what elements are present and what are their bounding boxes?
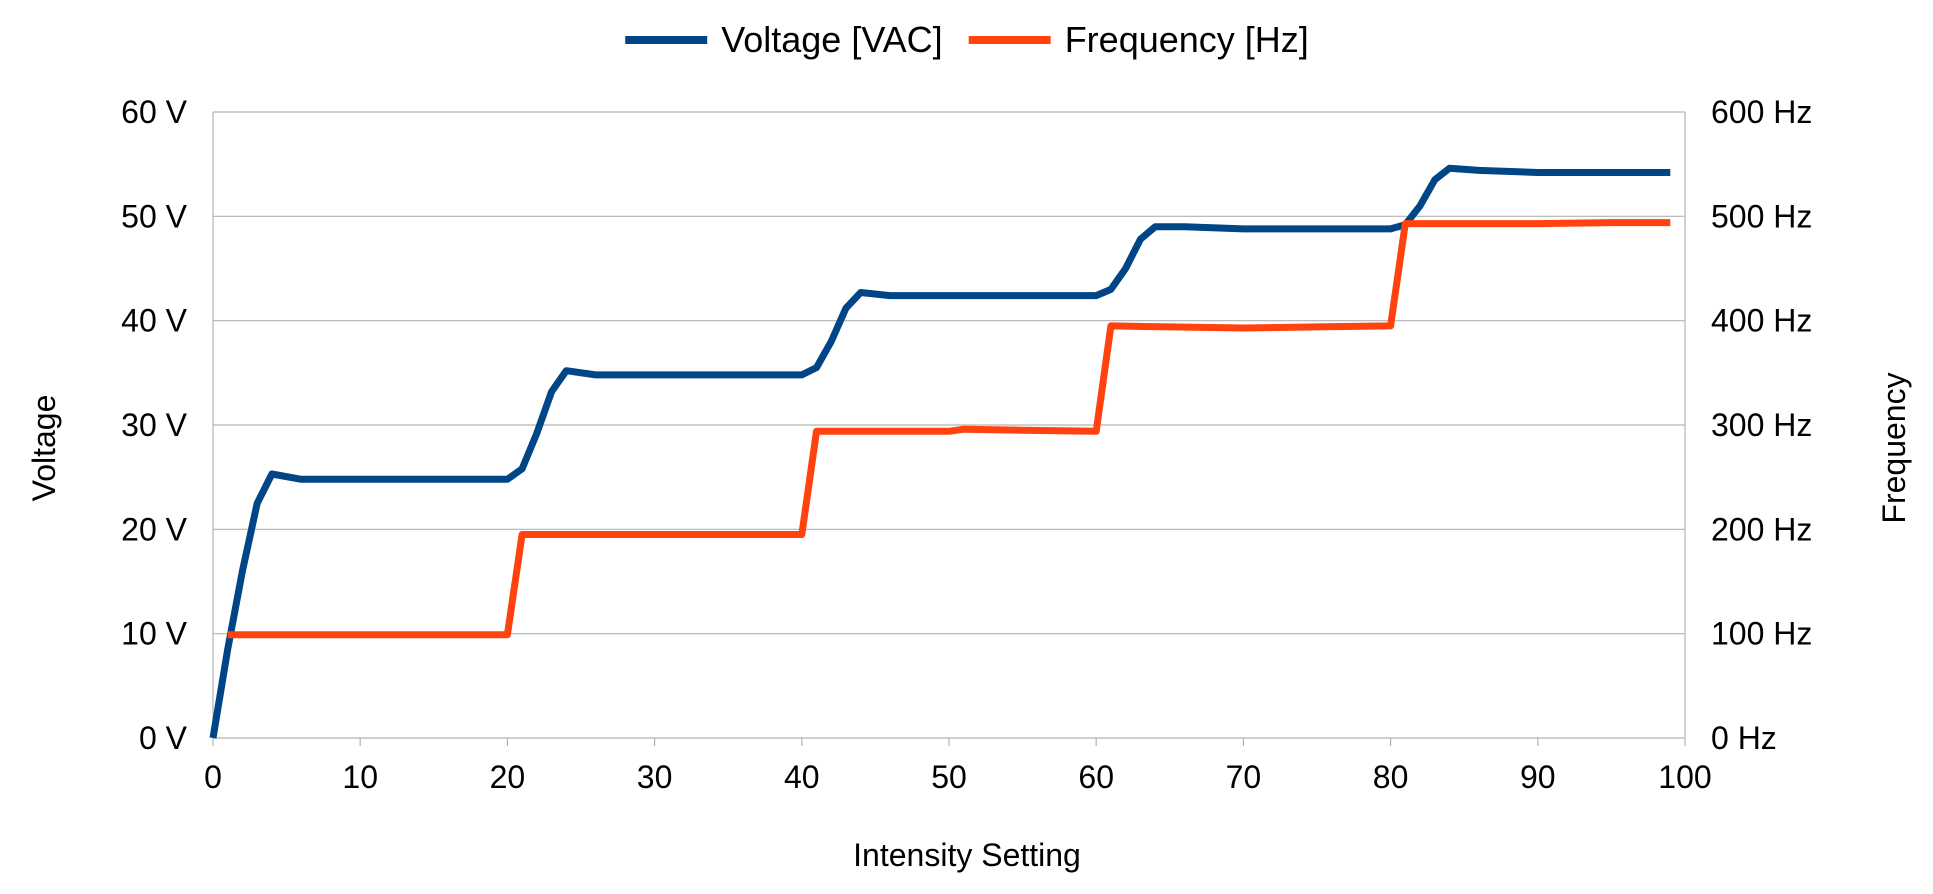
y-tick-label: 40 V — [121, 303, 187, 339]
legend-label-frequency-hz: Frequency [Hz] — [1065, 19, 1309, 60]
x-tick-label: 40 — [784, 759, 820, 795]
series-line-frequency-hz — [227, 219, 1671, 639]
y-tick-label: 50 V — [121, 198, 187, 234]
y-tick-label: 20 V — [121, 511, 187, 547]
y2-tick-label: 200 Hz — [1711, 511, 1812, 547]
y2-tick-label: 100 Hz — [1711, 616, 1812, 652]
series-layer — [209, 164, 1671, 739]
x-tick-label: 100 — [1658, 759, 1711, 795]
y2-tick-label: 0 Hz — [1711, 720, 1777, 756]
x-tick-label: 50 — [931, 759, 967, 795]
y-tick-label: 30 V — [121, 407, 187, 443]
y2-tick-label: 500 Hz — [1711, 198, 1812, 234]
y-tick-label: 60 V — [121, 94, 187, 130]
x-tick-label: 10 — [342, 759, 378, 795]
x-tick-label: 60 — [1078, 759, 1114, 795]
legend: Voltage [VAC] Frequency [Hz] — [625, 19, 1309, 60]
x-tick-label: 30 — [637, 759, 673, 795]
x-tick-label: 90 — [1520, 759, 1556, 795]
y2-tick-label: 300 Hz — [1711, 407, 1812, 443]
y2-axis-title: Frequency — [1876, 372, 1912, 523]
y-tick-label: 0 V — [139, 720, 188, 756]
x-tick-label: 20 — [490, 759, 526, 795]
y2-tick-label: 600 Hz — [1711, 94, 1812, 130]
y2-tick-label: 400 Hz — [1711, 303, 1812, 339]
y-axis-title: Voltage — [26, 395, 62, 502]
x-axis-title: Intensity Setting — [853, 837, 1081, 873]
series-line-voltage-vac — [209, 164, 1671, 739]
x-tick-label: 80 — [1373, 759, 1409, 795]
y-tick-label: 10 V — [121, 616, 187, 652]
grid-layer — [213, 111, 1685, 739]
legend-label-voltage-vac: Voltage [VAC] — [721, 19, 942, 60]
x-tick-label: 70 — [1226, 759, 1262, 795]
x-tick-label: 0 — [204, 759, 222, 795]
